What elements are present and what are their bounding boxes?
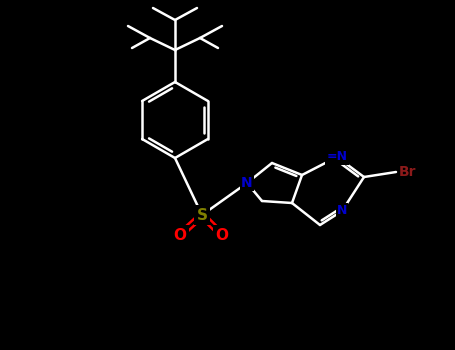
Text: O: O (216, 228, 228, 243)
Text: O: O (173, 228, 187, 243)
Text: N: N (241, 176, 253, 190)
Text: N: N (337, 204, 347, 217)
Text: Br: Br (399, 165, 416, 179)
Text: S: S (197, 208, 207, 223)
Text: =N: =N (327, 150, 348, 163)
